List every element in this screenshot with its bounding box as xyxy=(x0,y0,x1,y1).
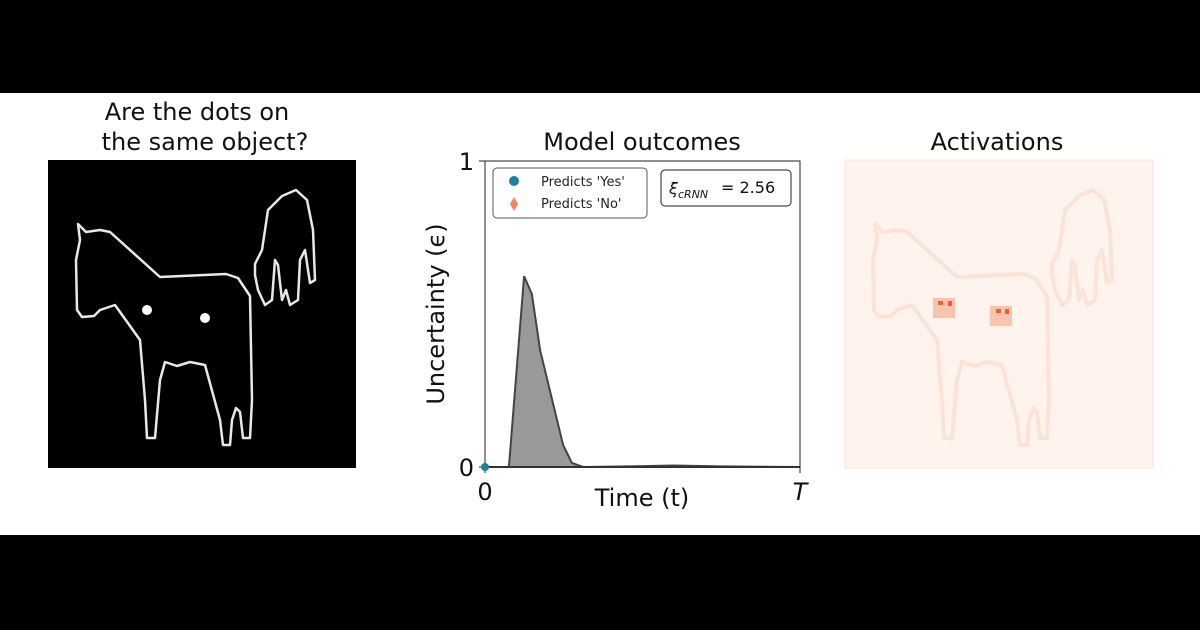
x-tick-label-0: 0 xyxy=(477,478,492,506)
horse-outline-large xyxy=(74,222,254,447)
y-axis-label: Uncertainty (ϵ) xyxy=(422,223,450,404)
yes-marker xyxy=(481,463,489,471)
outcomes-chart: 0 1 0 T Time (t) Uncertainty (ϵ) Predict… xyxy=(422,148,810,512)
stimulus-title-line2: the same object? xyxy=(102,128,309,156)
stimulus-image xyxy=(48,160,356,468)
xi-value: = 2.56 xyxy=(721,178,775,197)
stimulus-title-line1: Are the dots on xyxy=(105,98,290,126)
horse-outline-small xyxy=(253,188,317,307)
xi-symbol: ξ xyxy=(668,179,679,198)
chart-title: Model outcomes xyxy=(543,128,741,156)
y-tick-label-0: 0 xyxy=(459,454,474,482)
y-tick-label-1: 1 xyxy=(459,148,474,176)
x-axis-label: Time (t) xyxy=(594,484,690,512)
cue-dot xyxy=(142,305,152,315)
activation-outline xyxy=(871,188,1114,447)
xi-annotation: ξ cRNN = 2.56 xyxy=(660,169,792,207)
xi-subscript: cRNN xyxy=(678,188,708,201)
legend-label-no: Predicts 'No' xyxy=(541,197,622,212)
legend: Predicts 'Yes' Predicts 'No' xyxy=(492,167,648,219)
legend-label-yes: Predicts 'Yes' xyxy=(541,175,625,190)
legend-circle-icon xyxy=(509,176,519,186)
legend-diamond-icon xyxy=(510,197,518,211)
x-tick-label-T: T xyxy=(793,478,810,506)
cue-dot xyxy=(200,313,210,323)
plot-frame xyxy=(484,160,801,468)
uncertainty-area xyxy=(485,275,801,469)
activations-title: Activations xyxy=(931,128,1064,156)
activations-map xyxy=(844,159,1154,469)
